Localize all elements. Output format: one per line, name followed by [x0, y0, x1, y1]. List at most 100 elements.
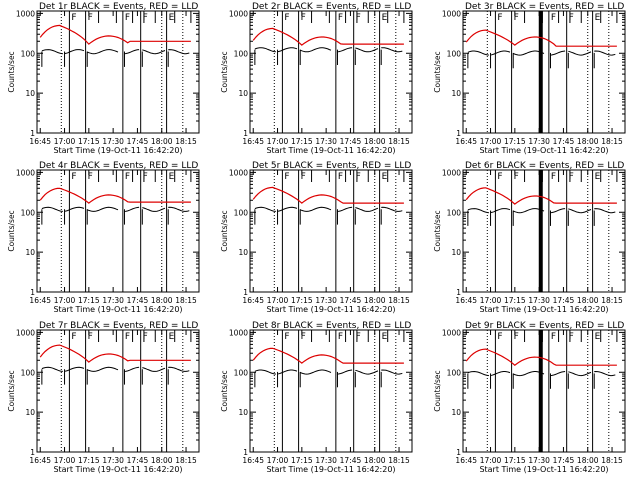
vertical-marker-label: E: [169, 332, 175, 342]
x-tick-label: 17:15: [78, 296, 100, 305]
y-tick-label: 100: [447, 368, 462, 377]
x-tick-label: 17:45: [340, 137, 362, 146]
panel-title: Det 3r BLACK = Events, RED = LLD: [465, 2, 624, 12]
y-axis-label: Counts/sec: [7, 51, 16, 92]
x-tick-label: 17:15: [291, 296, 313, 305]
vertical-marker-label: F: [301, 172, 306, 182]
lld-series-line: [252, 27, 404, 46]
vertical-marker-label: F: [356, 172, 361, 182]
events-series-line: [550, 208, 566, 214]
x-tick-label: 18:15: [388, 456, 410, 465]
events-series-line: [594, 370, 616, 377]
events-series-line: [124, 366, 140, 372]
x-tick-label: 16:45: [455, 456, 477, 465]
y-axis-label: Counts/sec: [220, 370, 229, 411]
x-tick-label: 17:15: [291, 456, 313, 465]
x-tick-label: 17:45: [340, 456, 362, 465]
events-series-line: [64, 206, 85, 212]
x-tick-label: 17:30: [315, 137, 337, 146]
vertical-marker-label: E: [382, 172, 388, 182]
x-tick-label: 17:30: [528, 137, 550, 146]
x-tick-label: 17:45: [553, 456, 575, 465]
x-tick-label: 18:00: [364, 296, 386, 305]
events-series-line: [124, 206, 140, 212]
lld-series-line: [465, 348, 617, 366]
events-series-line: [337, 369, 353, 375]
vertical-marker-label: F: [338, 332, 343, 342]
x-tick-label: 17:30: [528, 456, 550, 465]
events-series-line: [254, 369, 276, 375]
x-tick-label: 17:00: [54, 137, 76, 146]
x-tick-label: 18:15: [175, 137, 197, 146]
events-series-line: [142, 207, 166, 212]
vertical-marker-label: F: [88, 13, 93, 23]
y-tick-label: 1000: [229, 168, 248, 177]
x-tick-label: 17:00: [480, 296, 502, 305]
x-tick-label: 18:00: [364, 456, 386, 465]
events-series-line: [490, 208, 511, 214]
vertical-marker-label: F: [125, 172, 130, 182]
x-tick-label: 17:15: [504, 456, 526, 465]
x-axis-label: Start Time (19-Oct-11 16:42:20): [266, 146, 395, 155]
vertical-marker-label: F: [338, 172, 343, 182]
x-tick-label: 17:15: [504, 296, 526, 305]
y-tick-label: 100: [447, 49, 462, 58]
events-series-line: [568, 371, 592, 377]
y-tick-label: 1: [30, 288, 35, 297]
lld-series-line: [252, 347, 404, 364]
y-tick-label: 10: [238, 248, 248, 257]
vertical-marker-label: F: [143, 13, 148, 23]
panel-title: Det 2r BLACK = Events, RED = LLD: [252, 2, 411, 12]
x-tick-label: 17:30: [102, 137, 124, 146]
events-series-line: [512, 208, 545, 214]
axes-frame: [36, 329, 200, 453]
lld-series-line: [39, 187, 191, 204]
events-series-line: [337, 47, 353, 53]
vertical-marker-label: F: [551, 332, 556, 342]
x-tick-label: 18:00: [151, 456, 173, 465]
x-tick-label: 18:15: [388, 137, 410, 146]
events-series-line: [467, 370, 489, 377]
vertical-marker-label: F: [125, 13, 130, 23]
events-series-line: [142, 367, 166, 372]
events-series-line: [490, 371, 511, 376]
y-tick-label: 10: [25, 248, 35, 257]
events-series-line: [568, 208, 592, 214]
events-series-line: [490, 50, 511, 56]
events-series-line: [337, 206, 353, 212]
y-axis-label: Counts/sec: [433, 370, 442, 411]
panel-title: Det 5r BLACK = Events, RED = LLD: [252, 161, 411, 171]
vertical-marker-label: F: [551, 13, 556, 23]
y-tick-label: 1000: [16, 328, 35, 337]
events-series-line: [381, 47, 403, 53]
y-tick-label: 1000: [16, 168, 35, 177]
vertical-marker-label: E: [169, 172, 175, 182]
lld-series-line: [252, 186, 404, 204]
events-series-line: [168, 49, 190, 55]
vertical-marker-label: F: [88, 172, 93, 182]
lld-series-line: [39, 24, 191, 45]
events-series-line: [277, 206, 298, 212]
y-tick-label: 100: [447, 208, 462, 217]
x-tick-label: 17:15: [78, 456, 100, 465]
y-tick-label: 1: [30, 129, 35, 138]
x-axis-label: Start Time (19-Oct-11 16:42:20): [266, 465, 395, 474]
axes-frame: [36, 10, 200, 134]
x-tick-label: 17:45: [127, 296, 149, 305]
axes-frame: [462, 10, 626, 134]
x-tick-label: 18:00: [577, 456, 599, 465]
axes-frame: [462, 169, 626, 293]
x-tick-label: 17:15: [291, 137, 313, 146]
y-tick-label: 10: [25, 408, 35, 417]
y-tick-label: 10: [238, 89, 248, 98]
vertical-marker-label: F: [71, 332, 76, 342]
y-tick-label: 1000: [229, 328, 248, 337]
y-tick-label: 10: [451, 89, 461, 98]
y-tick-label: 100: [234, 208, 249, 217]
y-tick-label: 1000: [16, 9, 35, 18]
